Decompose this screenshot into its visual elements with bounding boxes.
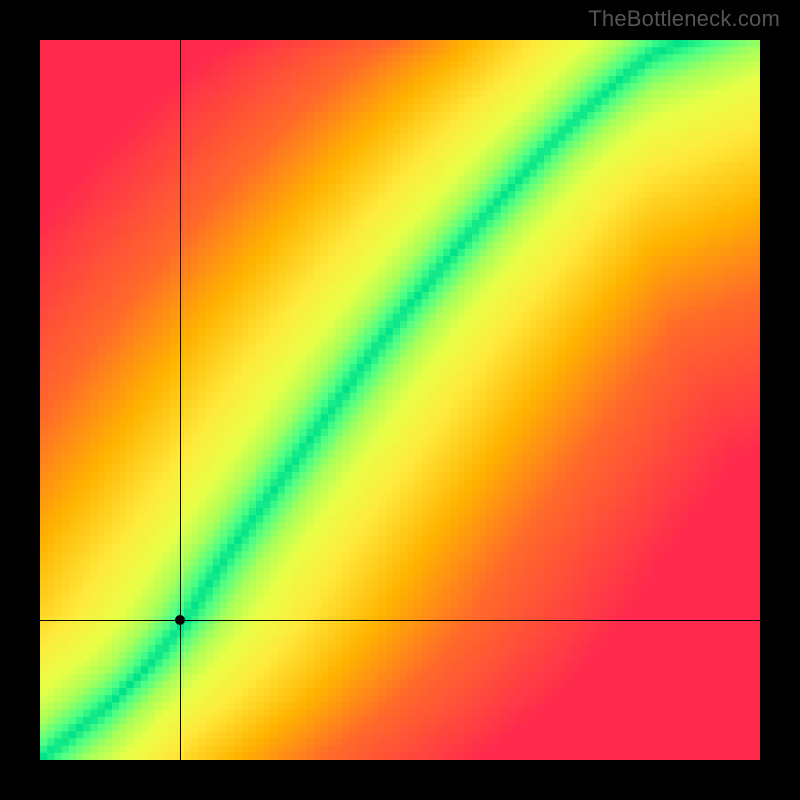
crosshair-vertical xyxy=(180,40,181,760)
crosshair-marker xyxy=(175,615,185,625)
chart-frame: TheBottleneck.com xyxy=(0,0,800,800)
crosshair-horizontal xyxy=(40,620,760,621)
watermark-text: TheBottleneck.com xyxy=(588,6,780,32)
heatmap-canvas xyxy=(40,40,760,760)
plot-area xyxy=(40,40,760,760)
